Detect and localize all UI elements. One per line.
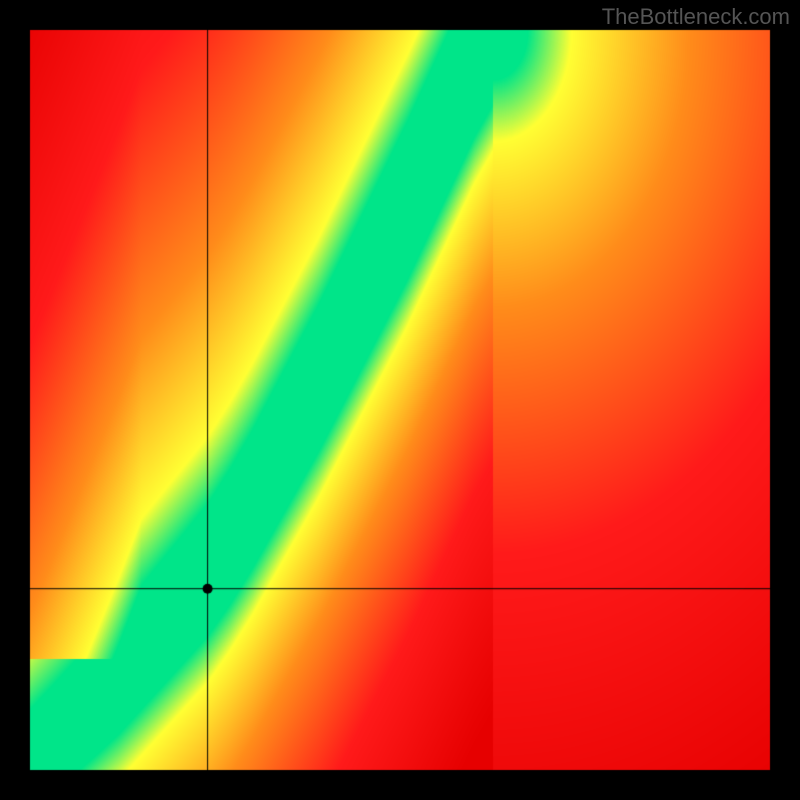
chart-container: TheBottleneck.com [0,0,800,800]
heatmap-canvas [0,0,800,800]
watermark-text: TheBottleneck.com [602,4,790,30]
